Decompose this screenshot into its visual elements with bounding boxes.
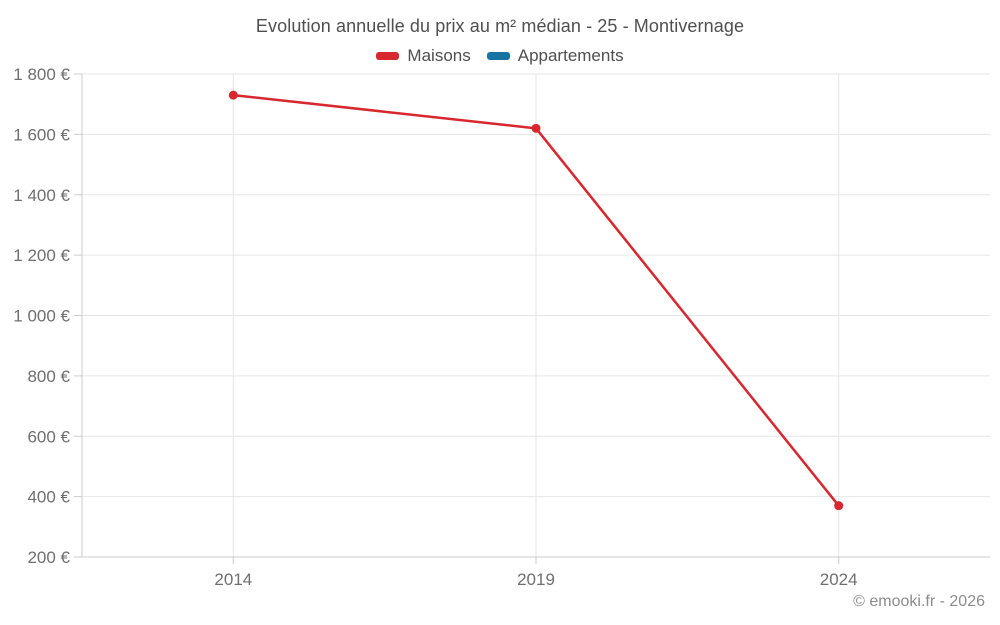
legend-item-appartements[interactable]: Appartements [486,46,624,66]
y-axis-label: 1 800 € [13,65,70,84]
appartements-swatch-icon [486,52,510,60]
y-axis-label: 200 € [27,548,70,567]
x-axis-label: 2024 [820,570,858,589]
y-axis-label: 1 000 € [13,307,70,326]
y-axis-label: 800 € [27,367,70,386]
y-axis-label: 1 400 € [13,186,70,205]
chart-legend: Maisons Appartements [0,46,1000,66]
y-axis-label: 1 200 € [13,246,70,265]
legend-label-maisons: Maisons [407,46,471,65]
y-axis-label: 400 € [27,488,70,507]
y-axis-label: 1 600 € [13,125,70,144]
legend-item-maisons[interactable]: Maisons [376,46,471,66]
data-point-maisons[interactable] [531,123,541,133]
maisons-swatch-icon [376,52,400,60]
chart-title: Evolution annuelle du prix au m² médian … [255,16,745,36]
legend-label-appartements: Appartements [517,46,624,65]
data-point-maisons[interactable] [834,501,844,511]
y-axis-label: 600 € [27,427,70,446]
x-axis-label: 2019 [517,570,555,589]
copyright-text: © emooki.fr - 2026 [853,593,985,610]
x-axis-label: 2014 [214,570,252,589]
data-point-maisons[interactable] [228,90,238,100]
